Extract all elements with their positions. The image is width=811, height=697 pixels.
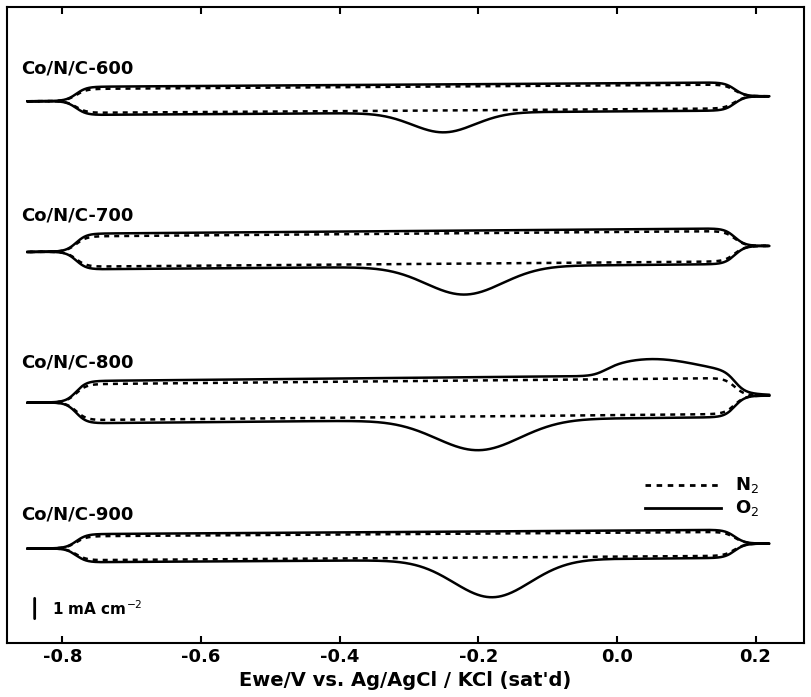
Text: Co/N/C-700: Co/N/C-700 bbox=[21, 206, 133, 224]
X-axis label: Ewe/V vs. Ag/AgCl / KCl (sat'd): Ewe/V vs. Ag/AgCl / KCl (sat'd) bbox=[239, 671, 572, 690]
Text: N$_2$: N$_2$ bbox=[735, 475, 759, 495]
Text: Co/N/C-800: Co/N/C-800 bbox=[21, 354, 133, 372]
Text: Co/N/C-900: Co/N/C-900 bbox=[21, 506, 133, 524]
Text: O$_2$: O$_2$ bbox=[735, 498, 759, 519]
Text: 1 mA cm$^{-2}$: 1 mA cm$^{-2}$ bbox=[52, 599, 143, 618]
Text: Co/N/C-600: Co/N/C-600 bbox=[21, 59, 133, 77]
